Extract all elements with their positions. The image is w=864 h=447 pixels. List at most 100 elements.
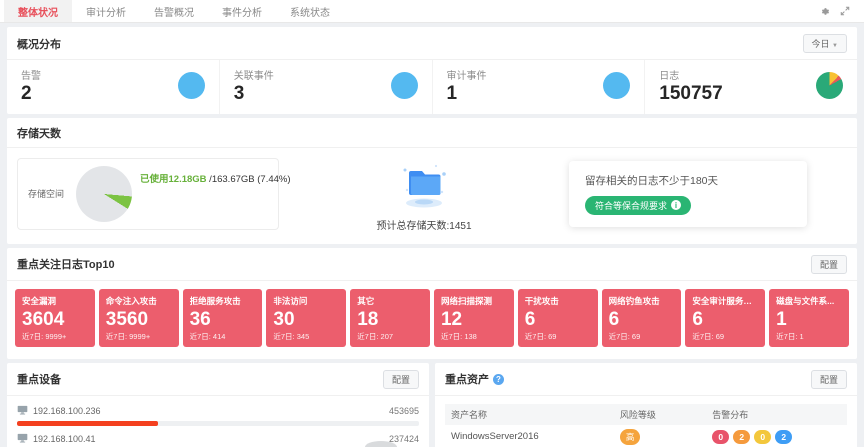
log-card-title: 安全审计服务攻击 xyxy=(692,295,759,306)
log-card-command-injection[interactable]: 命令注入攻击 3560 近7日: 9999+ xyxy=(98,288,179,347)
storage-used-highlight: 已使用12.18GB xyxy=(140,173,207,185)
events-circle-icon xyxy=(390,72,418,100)
alarm-badge-medium: 0 xyxy=(754,429,772,444)
tab-audit-analysis[interactable]: 审计分析 xyxy=(86,7,126,19)
period-dropdown[interactable]: 今日 ▼ xyxy=(802,34,847,53)
top-navigation: 整体状况 审计分析 告警概况 事件分析 系统状态 xyxy=(0,0,864,23)
help-icon[interactable]: ? xyxy=(493,373,504,385)
retention-note-text: 留存相关的日志不少于180天 xyxy=(585,174,719,187)
log-card-title: 磁盘与文件系... xyxy=(776,295,835,306)
computer-icon xyxy=(17,433,28,445)
log-card-value: 6 xyxy=(608,308,620,330)
stat-card-logs: 日志 150757 xyxy=(645,60,857,114)
storage-usage-pie xyxy=(76,165,133,222)
log-card-dos-attack[interactable]: 拒绝服务攻击 36 近7日: 414 xyxy=(182,288,263,347)
top-logs-config-button[interactable]: 配置 xyxy=(810,254,847,274)
log-card-recent: 近7日: 414 xyxy=(189,331,226,341)
log-card-network-scan[interactable]: 网络扫描探测 12 近7日: 138 xyxy=(433,288,514,347)
stat-label: 日志 xyxy=(659,71,680,82)
log-card-recent: 近7日: 69 xyxy=(608,331,641,341)
log-card-vulnerability[interactable]: 安全漏洞 3604 近7日: 9999+ xyxy=(15,288,95,347)
tab-system-status[interactable]: 系统状态 xyxy=(290,7,330,19)
folder-icon xyxy=(398,162,450,213)
log-card-title: 网络扫描探测 xyxy=(440,295,492,306)
stat-label: 关联事件 xyxy=(233,71,274,82)
log-card-phishing-attack[interactable]: 网络钓鱼攻击 6 近7日: 69 xyxy=(601,288,682,347)
log-card-disk-filesystem[interactable]: 磁盘与文件系... 1 近7日: 1 xyxy=(769,288,849,347)
log-card-value: 12 xyxy=(440,308,463,330)
log-card-title: 网络钓鱼攻击 xyxy=(608,295,660,306)
stat-value: 1 xyxy=(446,83,458,104)
storage-title: 存储天数 xyxy=(17,127,61,140)
device-value: 453695 xyxy=(388,405,419,416)
alarm-badge-critical: 0 xyxy=(712,429,730,444)
log-card-title: 拒绝服务攻击 xyxy=(189,295,241,306)
log-card-value: 3560 xyxy=(105,308,149,330)
log-card-audit-service-attack[interactable]: 安全审计服务攻击 6 近7日: 69 xyxy=(685,288,766,347)
fullscreen-icon[interactable] xyxy=(840,6,850,16)
log-card-value: 6 xyxy=(692,308,703,330)
log-card-recent: 近7日: 9999+ xyxy=(105,331,151,341)
logs-pie-icon xyxy=(816,72,843,100)
log-card-title: 干扰攻击 xyxy=(524,295,559,306)
device-ip: 192.168.100.41 xyxy=(33,433,96,444)
period-value: 今日 xyxy=(811,39,830,49)
log-card-recent: 近7日: 207 xyxy=(357,331,394,341)
floating-widget-partial[interactable] xyxy=(365,441,397,447)
stat-card-audit-events: 审计事件 1 xyxy=(433,60,646,114)
retention-note-card: 留存相关的日志不少于180天 符合等保合规要求 i xyxy=(569,160,807,227)
alerts-circle-icon xyxy=(177,72,205,100)
device-row[interactable]: 192.168.100.236 453695 xyxy=(17,398,419,426)
key-devices-panel: 重点设备 配置 192.168.100.236 453695 192.168.1… xyxy=(7,362,429,447)
tab-overall-status[interactable]: 整体状况 xyxy=(4,0,72,22)
log-card-recent: 近7日: 1 xyxy=(776,331,804,341)
assets-header-risk: 风险等级 xyxy=(613,403,707,425)
assets-header-name: 资产名称 xyxy=(445,403,614,425)
log-card-value: 18 xyxy=(357,308,379,330)
key-assets-title: 重点资产 xyxy=(445,374,489,387)
storage-days-text: 预计总存储天数:1451 xyxy=(376,220,472,232)
stat-label: 告警 xyxy=(21,71,41,82)
compliance-badge[interactable]: 符合等保合规要求 i xyxy=(585,195,692,215)
computer-icon xyxy=(17,405,28,417)
log-card-recent: 近7日: 9999+ xyxy=(22,331,67,341)
alarm-badge-high: 2 xyxy=(733,429,751,444)
device-bar xyxy=(17,420,419,426)
key-assets-panel: 重点资产 ? 配置 资产名称 风险等级 告警分布 WindowsServer20… xyxy=(435,362,857,447)
assets-header-alarms: 告警分布 xyxy=(706,403,847,425)
devices-config-button[interactable]: 配置 xyxy=(382,369,419,389)
tab-event-analysis[interactable]: 事件分析 xyxy=(222,7,262,19)
stat-card-alerts: 告警 2 xyxy=(7,60,220,114)
log-card-recent: 近7日: 69 xyxy=(524,331,557,341)
stat-value: 3 xyxy=(233,83,245,104)
device-value: 237424 xyxy=(388,433,419,444)
tab-alert-overview[interactable]: 告警概况 xyxy=(154,7,194,19)
storage-panel: 存储天数 存储空间 已使用12.18GB /163.67GB (7.44%) 预… xyxy=(7,117,857,244)
device-row[interactable]: 192.168.100.41 237424 xyxy=(17,426,419,447)
audit-circle-icon xyxy=(603,72,631,100)
storage-usage-text: 已使用12.18GB /163.67GB (7.44%) xyxy=(140,171,291,185)
storage-total-text: /163.67GB (7.44%) xyxy=(206,173,291,185)
log-card-recent: 近7日: 69 xyxy=(692,331,725,341)
device-ip: 192.168.100.236 xyxy=(33,405,101,416)
log-card-interference-attack[interactable]: 干扰攻击 6 近7日: 69 xyxy=(517,288,598,347)
log-card-value: 6 xyxy=(524,308,536,330)
alarm-badge-low: 2 xyxy=(775,429,793,444)
storage-space-card: 存储空间 已使用12.18GB /163.67GB (7.44%) xyxy=(17,157,291,230)
log-card-recent: 近7日: 345 xyxy=(273,331,310,341)
risk-badge: 高 xyxy=(619,428,641,445)
log-card-value: 3604 xyxy=(22,308,65,330)
stat-label: 审计事件 xyxy=(446,71,487,82)
compliance-label: 符合等保合规要求 xyxy=(595,200,668,211)
stat-value: 2 xyxy=(21,83,32,104)
chevron-down-icon: ▼ xyxy=(832,43,838,49)
log-card-other[interactable]: 其它 18 近7日: 207 xyxy=(350,288,430,347)
log-card-recent: 近7日: 138 xyxy=(440,331,477,341)
stat-value: 150757 xyxy=(659,83,723,104)
overview-panel: 概况分布 今日 ▼ 告警 2 关联事件 3 审计事件 1 日志 150757 xyxy=(7,27,857,114)
log-card-illegal-access[interactable]: 非法访问 30 近7日: 345 xyxy=(266,288,347,347)
assets-config-button[interactable]: 配置 xyxy=(810,369,847,389)
gear-icon[interactable] xyxy=(819,6,830,17)
